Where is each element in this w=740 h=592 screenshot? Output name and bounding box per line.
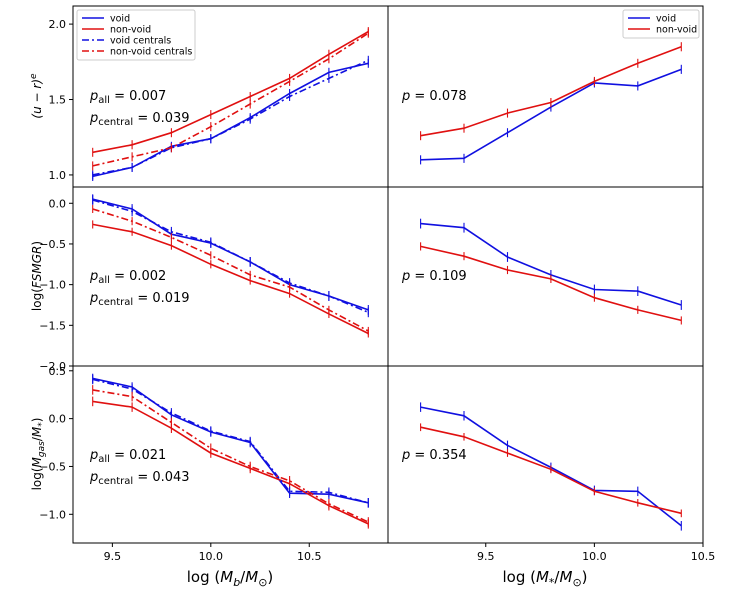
panel-r2-c1-xtick-label: 10.5 (691, 550, 716, 563)
panel-r2-c0-series-void-line (92, 377, 369, 504)
panel-r0-c0-ytick-label: 1.5 (49, 94, 67, 107)
panel-r2-c0-series-non-void-line (92, 400, 369, 525)
panel-r1-c1-series-void-line (420, 222, 682, 306)
panel-r0-c1-legend-box (622, 9, 700, 39)
panel-r0-c0-pvalue-annotation: pall = 0.007 (89, 89, 166, 106)
panel-r0-c0-ytick-label: 1.0 (49, 169, 67, 182)
panel-r1-c0: 0.0 −0.5 −1.0 −1.5 −2.0 pall = 0.002 pcentral … (39, 186, 389, 373)
panel-r2-c0-xtick-label: 9.5 (104, 550, 122, 563)
panel-r0-c1-series-void-line (420, 68, 682, 161)
panel-r1-c0-series-void-line (92, 198, 369, 311)
panel-r0-c0-legend-label: non-void centrals (110, 47, 192, 58)
panel-r1-c0-ytick-label: −2.0 (39, 360, 66, 373)
panel-r0-c0-ytick-label: 2.0 (49, 18, 67, 31)
panel-r2-c0-ytick-label: −1.0 (39, 508, 66, 521)
panel-r2-c1-xtick-label: 9.5 (477, 550, 495, 563)
y-axis-label-row2: log(Mgas/M*) (30, 418, 47, 491)
panel-r2-c0-ytick-label: 0.0 (49, 413, 67, 426)
panel-r0-c0-series-non-void-centrals-line (92, 32, 369, 167)
panel-r1-c0-ytick-label: −0.5 (39, 238, 66, 251)
panel-r2-c1-pvalue-annotation: p = 0.354 (401, 448, 467, 463)
y-axis-label-row0: (u − r)e (29, 73, 44, 119)
x-axis-label-col0: log (Mb/M⊙) (187, 568, 274, 589)
panel-r0-c1-pvalue-annotation: p = 0.078 (401, 89, 467, 104)
panel-r0-c0-legend-label: void centrals (110, 36, 171, 47)
panel-r2-c0-xtick-label: 10.5 (297, 550, 322, 563)
panel-r2-c0: 0.5 0.0 −0.5 −1.0 9.5 10.0 10.5 pall = 0.021 pce… (39, 365, 389, 563)
panel-r2-c1: 9.5 10.0 10.5 p = 0.354 (387, 365, 716, 563)
panel-r1-c0-pvalue-annotation: pcentral = 0.019 (89, 291, 190, 308)
panel-r2-c0-ytick-label: 0.5 (49, 365, 67, 378)
panel-r1-c0-series-void-centrals-line (92, 199, 369, 314)
panel-r1-c0-ytick-label: −1.5 (39, 319, 66, 332)
panel-r2-c1-frame (387, 365, 704, 544)
panel-r0-c0-legend-label: void (110, 14, 130, 25)
panel-r1-c1-pvalue-annotation: p = 0.109 (401, 269, 467, 284)
panel-r1-c1: p = 0.109 (387, 186, 704, 367)
panel-r0-c0-series-void-centrals-line (92, 59, 369, 176)
panel-r0-c0-series-non-void-line (92, 30, 369, 154)
panel-r1-c0-ytick-label: 0.0 (49, 197, 67, 210)
panel-r0-c0-legend-box (76, 9, 196, 61)
y-axis-label-row1: log(FSMGR) (30, 241, 44, 311)
panel-r0-c0-legend-label: non-void (110, 25, 151, 36)
panel-r2-c0-pvalue-annotation: pcentral = 0.043 (89, 470, 190, 487)
x-axis-label-col1: log (M*/M⊙) (502, 568, 587, 589)
panel-r1-c0-series-non-void-line (92, 223, 369, 335)
panel-r2-c0-series-non-void-centrals-line (92, 389, 369, 523)
panel-r0-c1-legend-label: non-void (656, 25, 697, 36)
panel-r2-c0-ytick-label: −0.5 (39, 460, 66, 473)
panel-r0-c1-legend-label: void (656, 14, 676, 25)
panel-r0-c0: 1.0 1.5 2.0 pall = 0.007 pcentral = 0.039 voi… (49, 5, 389, 188)
panel-r0-c0-pvalue-annotation: pcentral = 0.039 (89, 111, 190, 128)
panel-r1-c0-series-non-void-centrals-line (92, 208, 369, 332)
panel-r2-c0-pvalue-annotation: pall = 0.021 (89, 448, 166, 465)
panel-r2-c0-xtick-label: 10.0 (199, 550, 224, 563)
panel-r2-c1-xtick-label: 10.0 (582, 550, 607, 563)
panel-r1-c0-pvalue-annotation: pall = 0.002 (89, 269, 166, 286)
panel-r1-c0-ytick-label: −1.0 (39, 279, 66, 292)
panel-r2-c0-series-void-centrals-line (92, 378, 369, 504)
